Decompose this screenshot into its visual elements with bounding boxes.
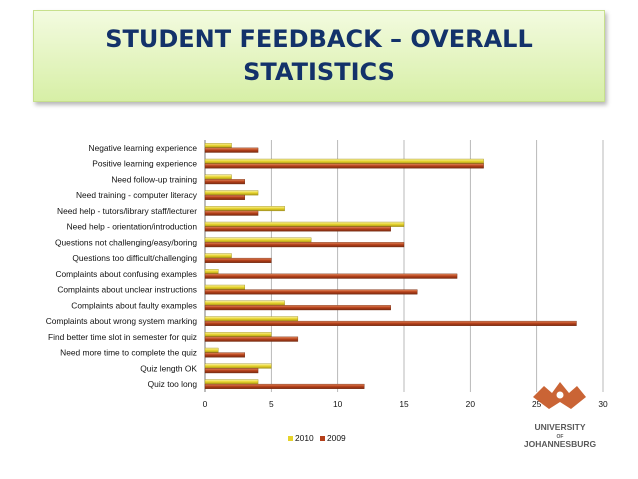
bar-2009 (204, 242, 405, 248)
bar-2009 (204, 179, 245, 185)
x-tick-label: 0 (203, 399, 208, 409)
bar-2010 (204, 284, 245, 290)
x-tick-labels: 0 5 10 15 20 25 30 (203, 399, 608, 409)
bar-2009 (204, 210, 259, 216)
category-label: Positive learning experience (92, 159, 197, 169)
bar-2010 (204, 332, 272, 338)
bar-2009 (204, 147, 259, 153)
bar-2009 (204, 194, 245, 200)
slide-title-line-2: STATISTICS (243, 58, 395, 86)
x-tick-label: 5 (269, 399, 274, 409)
bar-2009 (204, 336, 299, 342)
logo-line-2: OF (557, 434, 564, 440)
legend: 2010 2009 (288, 433, 346, 443)
category-label: Complaints about confusing examples (55, 269, 197, 279)
slide-title-line-1: STUDENT FEEDBACK – OVERALL (105, 25, 533, 53)
category-label: Complaints about faulty examples (71, 300, 197, 310)
x-tick-label: 15 (399, 399, 409, 409)
logo-line-1: UNIVERSITY (534, 422, 585, 432)
bar-2010 (204, 316, 299, 322)
bar-2009 (204, 383, 365, 389)
category-label: Complaints about wrong system marking (46, 316, 198, 326)
category-label: Questions not challenging/easy/boring (55, 237, 197, 247)
category-label: Questions too difficult/challenging (72, 253, 197, 263)
bar-2010 (204, 347, 219, 353)
bar-2009 (204, 368, 259, 374)
bar-2009 (204, 320, 577, 326)
x-tick-label: 20 (466, 399, 476, 409)
category-labels: Negative learning experience Positive lea… (46, 143, 198, 389)
logo-center-dot-icon (556, 391, 564, 399)
bar-2010 (204, 206, 285, 212)
bar-2009 (204, 273, 458, 279)
bar-2009 (204, 352, 245, 358)
x-tick-label: 30 (598, 399, 608, 409)
category-label: Quiz too long (148, 379, 198, 389)
category-label: Negative learning experience (89, 143, 198, 153)
legend-label-2010: 2010 (295, 433, 314, 443)
legend-swatch-2010 (288, 436, 293, 441)
bar-2010 (204, 190, 259, 196)
bar-2010 (204, 143, 232, 149)
bar-2009 (204, 163, 484, 169)
legend-label-2009: 2009 (327, 433, 346, 443)
bar-2010 (204, 253, 232, 259)
category-label: Complaints about unclear instructions (57, 285, 197, 295)
bars (204, 143, 577, 389)
logo-line-3: JOHANNESBURG (524, 439, 597, 449)
university-logo: UNIVERSITY OF JOHANNESBURG (524, 382, 597, 449)
bar-2010 (204, 237, 312, 243)
category-label: Need more time to complete the quiz (60, 348, 197, 358)
bar-2010 (204, 300, 285, 306)
bar-2009 (204, 257, 272, 263)
category-label: Quiz length OK (140, 363, 197, 373)
bar-2010 (204, 221, 405, 227)
category-label: Need training - computer literacy (76, 190, 198, 200)
bar-2010 (204, 363, 272, 369)
category-label: Need follow-up training (111, 174, 197, 184)
bar-2010 (204, 174, 232, 180)
x-tick-label: 10 (333, 399, 343, 409)
category-label: Find better time slot in semester for qu… (48, 332, 197, 342)
x-tick-label: 25 (532, 399, 542, 409)
category-label: Need help - orientation/introduction (67, 222, 198, 232)
bar-2009 (204, 226, 391, 232)
bar-2009 (204, 305, 391, 311)
legend-swatch-2009 (320, 436, 325, 441)
bar-2009 (204, 289, 418, 295)
gridlines (204, 140, 604, 392)
bar-2010 (204, 269, 219, 275)
category-label: Need help - tutors/library staff/lecture… (57, 206, 197, 216)
title-box: STUDENT FEEDBACK – OVERALL STATISTICS (33, 10, 605, 102)
bar-2010 (204, 158, 484, 164)
bar-2010 (204, 379, 259, 385)
